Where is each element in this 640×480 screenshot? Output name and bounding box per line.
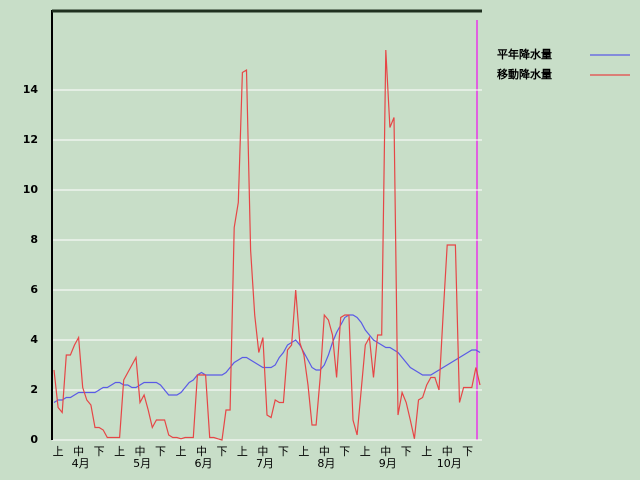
x-tick-label: 上 bbox=[53, 445, 64, 458]
x-tick-label: 上 bbox=[114, 445, 125, 458]
x-tick-label: 上 bbox=[237, 445, 248, 458]
y-tick-label: 2 bbox=[30, 383, 38, 396]
x-tick-label: 下 bbox=[278, 445, 289, 458]
month-label: 9月 bbox=[379, 457, 397, 470]
month-label: 7月 bbox=[256, 457, 274, 470]
x-tick-label: 上 bbox=[298, 445, 309, 458]
month-label: 8月 bbox=[317, 457, 335, 470]
y-tick-label: 10 bbox=[23, 183, 39, 196]
month-label: 10月 bbox=[437, 457, 462, 470]
x-tick-label: 下 bbox=[339, 445, 350, 458]
month-label: 5月 bbox=[133, 457, 151, 470]
x-tick-label: 中 bbox=[442, 445, 453, 458]
x-tick-label: 下 bbox=[462, 445, 473, 458]
x-tick-label: 上 bbox=[176, 445, 187, 458]
y-tick-label: 12 bbox=[23, 133, 38, 146]
y-tick-label: 6 bbox=[30, 283, 38, 296]
y-tick-label: 14 bbox=[23, 83, 39, 96]
y-tick-label: 0 bbox=[30, 433, 38, 446]
x-tick-label: 下 bbox=[401, 445, 412, 458]
legend-label: 移動降水量 bbox=[497, 67, 552, 81]
month-label: 6月 bbox=[195, 457, 213, 470]
x-tick-label: 中 bbox=[257, 445, 268, 458]
x-tick-label: 下 bbox=[216, 445, 227, 458]
x-tick-label: 中 bbox=[196, 445, 207, 458]
y-tick-label: 8 bbox=[30, 233, 38, 246]
month-label: 4月 bbox=[72, 457, 90, 470]
x-tick-label: 下 bbox=[94, 445, 105, 458]
x-tick-label: 中 bbox=[319, 445, 330, 458]
x-tick-label: 上 bbox=[360, 445, 371, 458]
series-line bbox=[53, 314, 481, 404]
x-tick-label: 下 bbox=[155, 445, 166, 458]
y-tick-label: 4 bbox=[30, 333, 38, 346]
x-tick-label: 中 bbox=[380, 445, 391, 458]
legend-label: 平年降水量 bbox=[497, 47, 552, 61]
x-tick-label: 中 bbox=[73, 445, 84, 458]
series-line bbox=[53, 49, 481, 441]
x-tick-label: 上 bbox=[421, 445, 432, 458]
x-tick-label: 中 bbox=[135, 445, 146, 458]
